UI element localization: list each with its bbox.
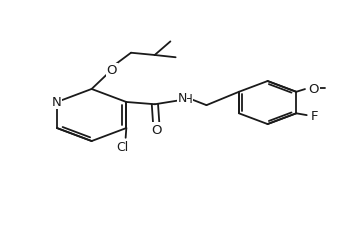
Text: N: N xyxy=(177,91,187,104)
Text: O: O xyxy=(308,82,319,95)
Text: O: O xyxy=(151,123,161,136)
Text: Cl: Cl xyxy=(117,140,129,153)
Text: N: N xyxy=(52,96,62,109)
Text: F: F xyxy=(311,109,318,122)
Text: O: O xyxy=(107,64,117,77)
Text: H: H xyxy=(184,92,192,105)
